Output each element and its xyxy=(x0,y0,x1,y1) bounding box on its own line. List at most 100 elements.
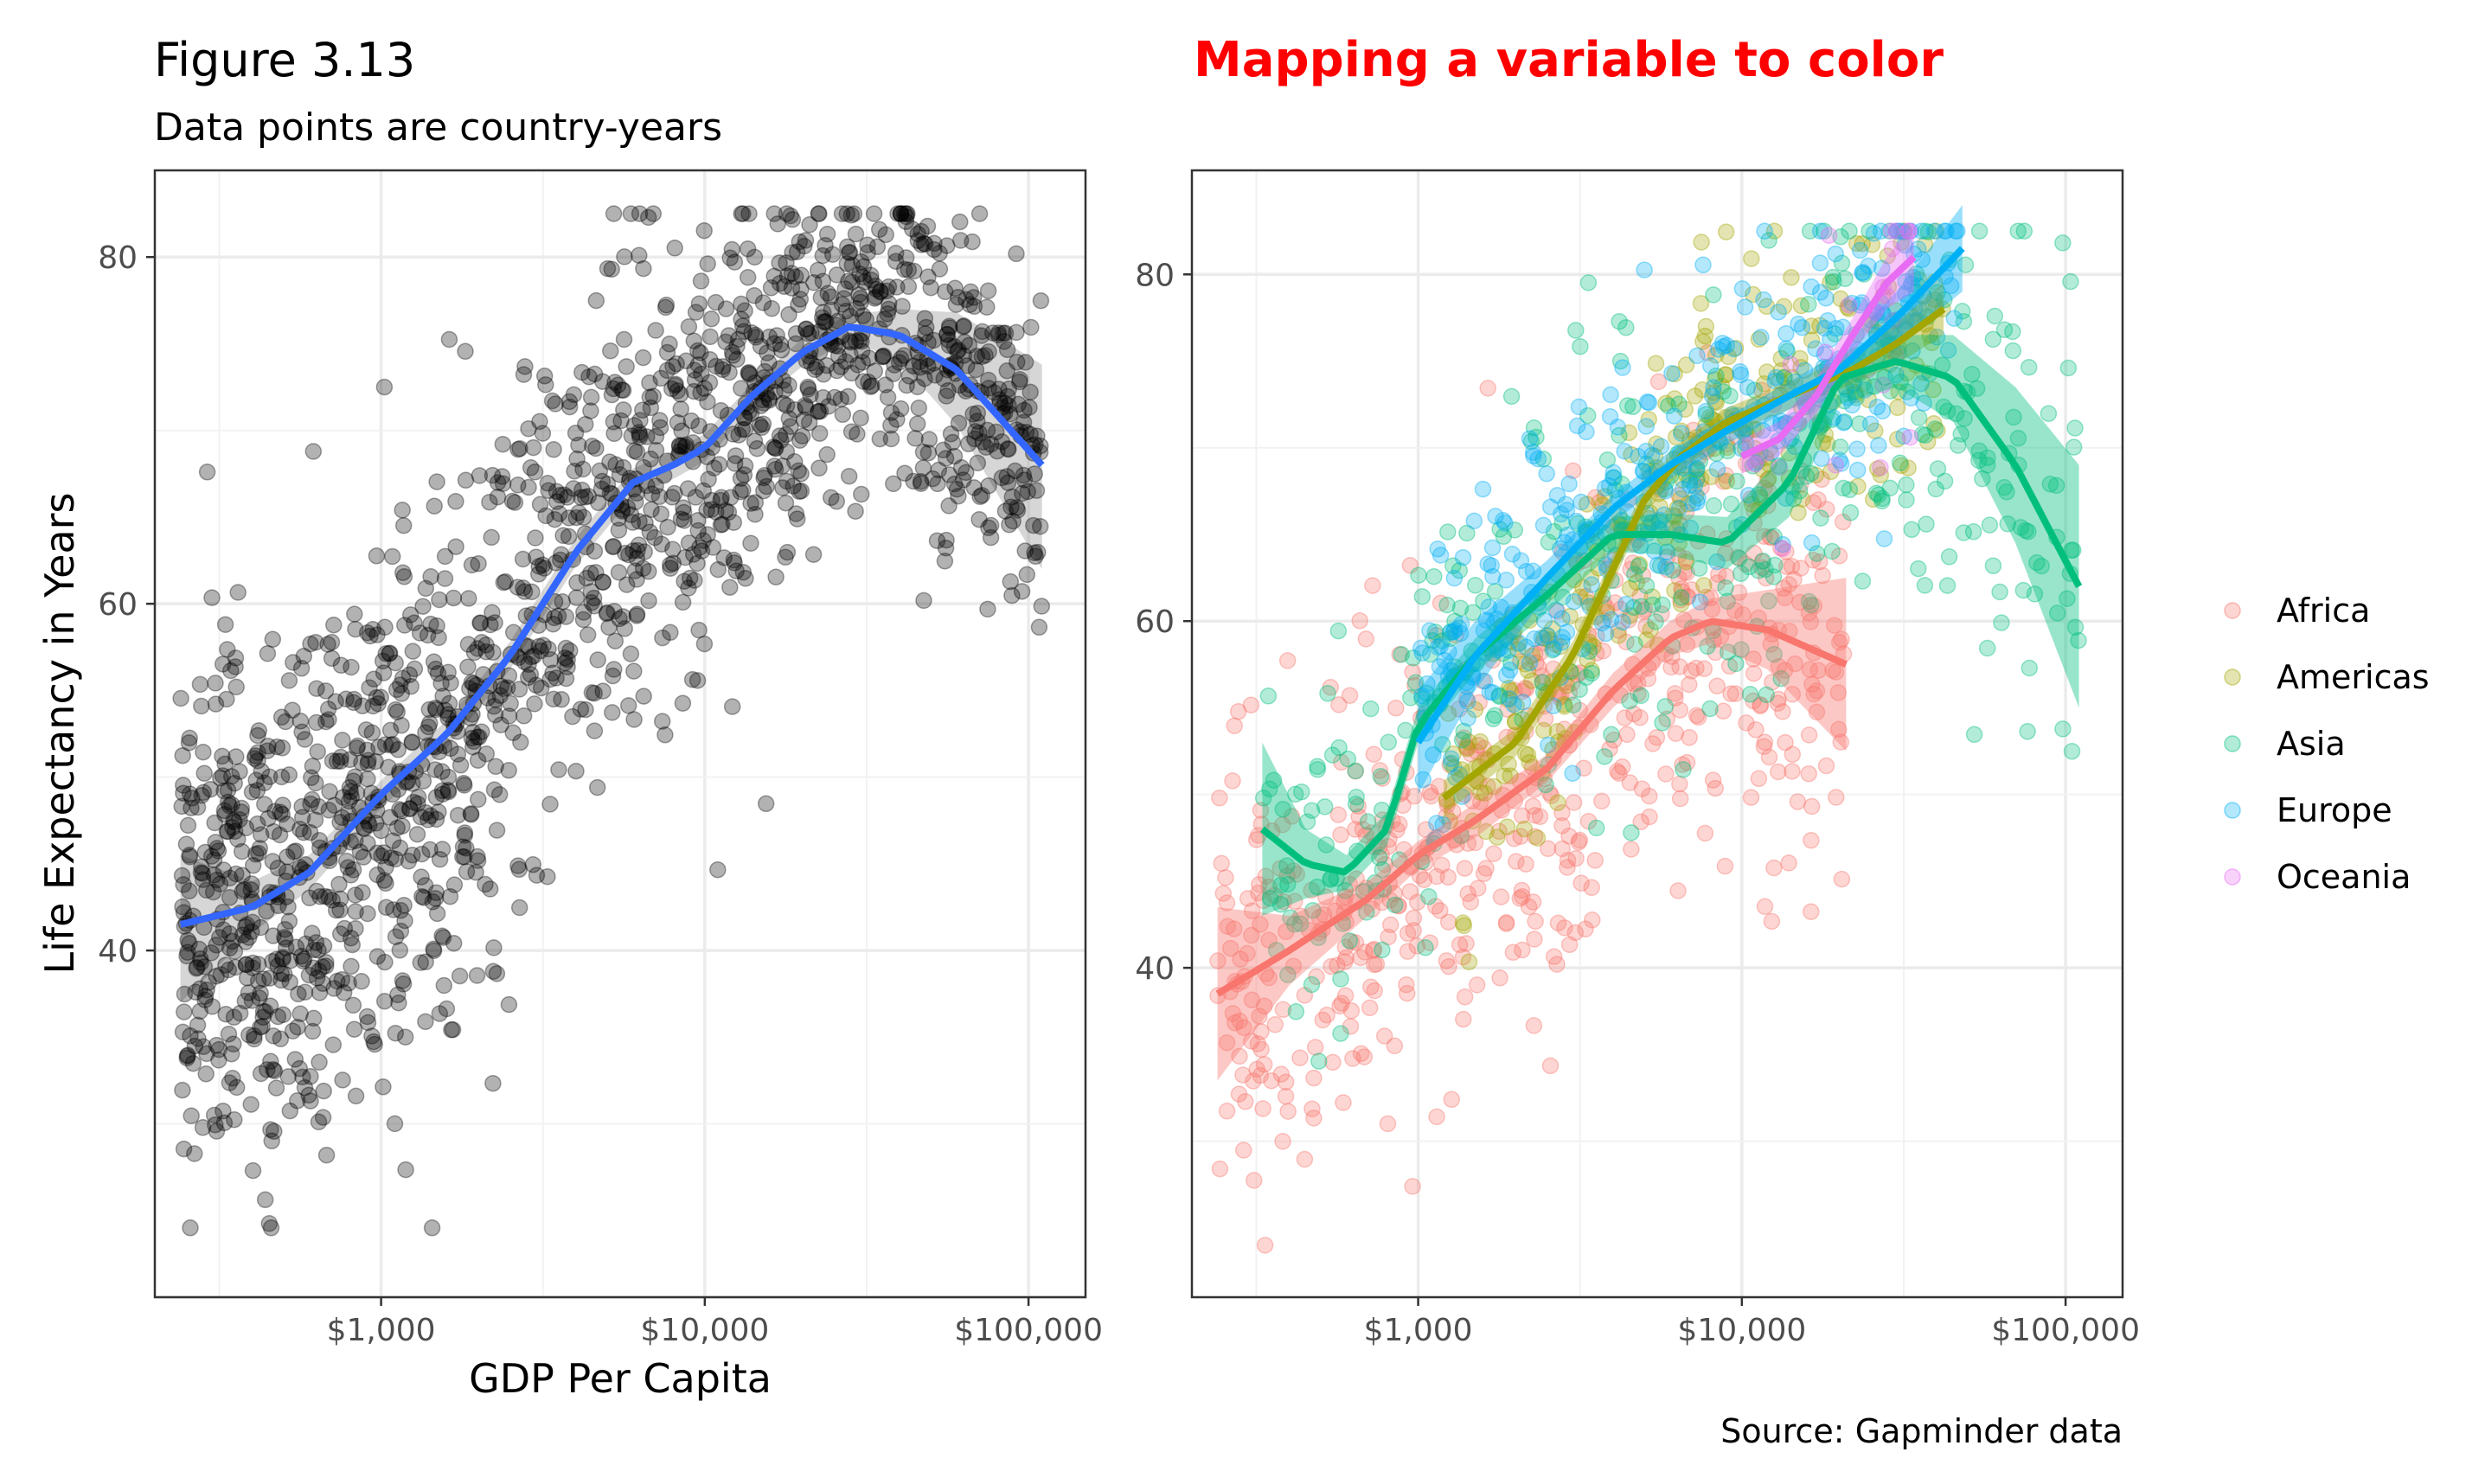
data-point xyxy=(276,929,293,946)
data-point-europe xyxy=(1637,442,1655,460)
data-point-europe xyxy=(1703,387,1721,405)
data-point xyxy=(855,268,872,286)
data-point xyxy=(585,589,603,607)
data-point xyxy=(543,392,561,410)
data-point xyxy=(920,431,938,448)
data-point xyxy=(229,830,247,848)
data-point xyxy=(520,419,537,438)
data-point-africa xyxy=(1351,612,1368,630)
data-point xyxy=(459,658,477,675)
data-point xyxy=(434,929,452,946)
data-point xyxy=(594,573,612,591)
data-point xyxy=(666,240,683,257)
data-point xyxy=(1032,291,1050,310)
data-point xyxy=(796,237,813,255)
data-point xyxy=(440,330,458,349)
data-point-africa xyxy=(1789,793,1807,810)
data-point xyxy=(308,713,325,732)
data-point xyxy=(925,240,943,259)
data-point xyxy=(618,358,635,375)
data-point xyxy=(746,287,763,304)
data-point xyxy=(334,1071,351,1089)
data-point xyxy=(181,729,198,747)
data-point xyxy=(368,815,385,832)
data-point xyxy=(417,1013,434,1031)
data-point xyxy=(559,658,576,675)
data-point-asia xyxy=(1347,796,1365,813)
data-point xyxy=(445,589,463,607)
data-point xyxy=(438,1000,456,1018)
data-point xyxy=(434,688,452,705)
data-point xyxy=(849,425,866,443)
data-point xyxy=(391,676,409,694)
data-point-americas xyxy=(1647,355,1665,372)
data-point xyxy=(515,707,533,725)
data-point xyxy=(968,348,985,365)
data-point xyxy=(203,589,221,606)
data-point-americas xyxy=(1621,579,1639,598)
data-point-africa xyxy=(1475,865,1493,883)
data-point-europe xyxy=(1777,340,1795,358)
data-point xyxy=(709,560,727,579)
data-point-africa xyxy=(1745,664,1763,682)
data-point xyxy=(938,531,955,549)
data-point-africa xyxy=(1657,765,1675,783)
data-point-africa xyxy=(1572,874,1590,892)
data-point xyxy=(934,441,952,459)
data-point xyxy=(444,1020,462,1039)
data-point-africa xyxy=(1342,1002,1361,1020)
data-point xyxy=(879,305,896,323)
data-point xyxy=(880,278,898,296)
data-point-europe xyxy=(1861,415,1880,433)
data-point xyxy=(227,658,244,675)
data-point xyxy=(344,996,362,1014)
data-point xyxy=(291,713,310,730)
data-point xyxy=(880,300,898,318)
data-point-asia xyxy=(1656,698,1675,715)
data-point xyxy=(279,848,296,866)
data-point xyxy=(387,1024,405,1042)
data-point xyxy=(874,348,892,366)
data-point xyxy=(182,1219,199,1237)
data-point xyxy=(265,1061,282,1078)
data-point-asia xyxy=(2014,581,2033,599)
data-point xyxy=(599,259,617,278)
data-point xyxy=(260,768,279,786)
data-point xyxy=(431,591,448,609)
data-point xyxy=(828,493,846,510)
data-point xyxy=(612,412,630,430)
data-point xyxy=(862,266,880,285)
data-point xyxy=(589,651,606,668)
data-point xyxy=(386,1115,404,1133)
data-point xyxy=(331,814,349,831)
data-point xyxy=(323,892,341,909)
data-point-europe xyxy=(1445,569,1463,587)
data-point xyxy=(636,543,653,560)
data-point-asia xyxy=(1701,700,1719,718)
data-point xyxy=(700,470,717,489)
data-point xyxy=(524,438,542,457)
data-point xyxy=(780,306,797,323)
data-point-africa xyxy=(1455,1010,1472,1028)
data-point xyxy=(337,852,355,870)
data-point-africa xyxy=(1722,685,1739,702)
data-point xyxy=(343,788,361,806)
data-point xyxy=(358,1007,376,1026)
data-point-europe xyxy=(1827,245,1844,263)
data-point xyxy=(913,475,930,492)
data-point xyxy=(523,583,541,601)
data-point xyxy=(729,330,747,349)
data-point-africa xyxy=(1246,1172,1263,1189)
data-point xyxy=(393,685,411,702)
data-point xyxy=(205,867,223,884)
y-tick-label: 60 xyxy=(98,587,138,623)
data-point xyxy=(447,538,464,555)
data-point xyxy=(996,324,1015,342)
data-point xyxy=(979,600,996,618)
data-point-europe xyxy=(1755,291,1772,309)
data-point xyxy=(867,288,885,306)
data-point xyxy=(252,1019,269,1036)
data-point xyxy=(810,403,828,420)
data-point xyxy=(426,497,443,515)
data-point xyxy=(383,547,401,566)
